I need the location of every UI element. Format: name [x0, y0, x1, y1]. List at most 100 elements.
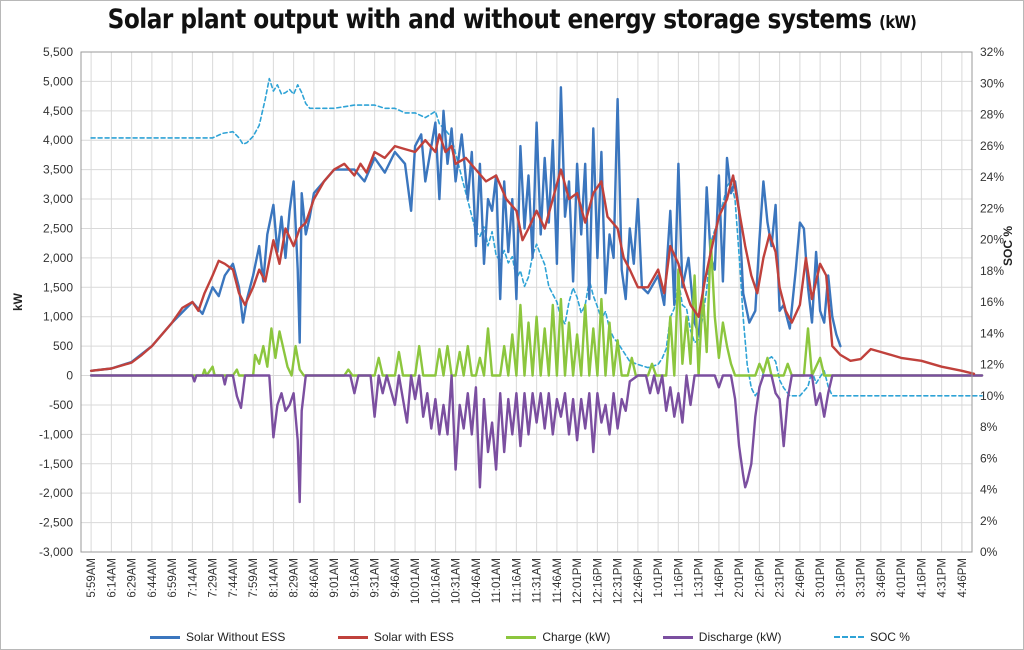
y-tick-label: -1,000	[39, 427, 73, 441]
x-tick-label: 7:59AM	[248, 558, 260, 598]
y-tick-label: 1,500	[43, 280, 73, 294]
legend-swatch	[337, 635, 368, 639]
y-tick-label: -2,500	[39, 516, 73, 530]
legend-label: Solar with ESS	[373, 630, 454, 644]
x-tick-label: 3:31PM	[856, 558, 868, 598]
x-tick-label: 11:46AM	[552, 558, 564, 603]
x-tick-label: 8:46AM	[309, 558, 321, 598]
series-line-discharge-kw	[89, 374, 984, 504]
x-tick-label: 3:01PM	[815, 558, 827, 598]
x-tick-label: 6:14AM	[106, 558, 118, 598]
x-tick-label: 11:01AM	[491, 558, 503, 603]
x-tick-label: 9:31AM	[370, 558, 382, 598]
y2-tick-label: 20%	[980, 233, 1004, 247]
y-tick-label: 5,500	[43, 45, 73, 59]
x-tick-label: 12:31PM	[613, 558, 625, 604]
x-tick-label: 6:59AM	[167, 558, 179, 598]
x-tick-label: 9:01AM	[329, 558, 341, 598]
y-tick-label: 4,000	[43, 133, 73, 147]
y-tick-label: -500	[49, 398, 73, 412]
y2-tick-label: 10%	[980, 389, 1004, 403]
y-tick-label: 2,000	[43, 251, 73, 265]
x-tick-label: 1:01PM	[653, 558, 665, 598]
legend-label: Discharge (kW)	[698, 630, 782, 644]
x-tick-label: 4:46PM	[957, 558, 969, 598]
series-line-solar-without-ess	[89, 86, 842, 372]
y2-tick-label: 8%	[980, 420, 998, 434]
y2-tick-label: 12%	[980, 358, 1004, 372]
grid-lines	[81, 51, 972, 553]
x-tick-label: 2:16PM	[754, 558, 766, 598]
y-tick-label: 2,500	[43, 221, 73, 235]
y2-tick-label: 28%	[980, 108, 1004, 122]
plot-area	[80, 51, 973, 553]
y2-tick-label: 32%	[980, 45, 1004, 59]
y-tick-label: 3,500	[43, 163, 73, 177]
y2-tick-label: 6%	[980, 451, 998, 465]
y2-tick-label: 4%	[980, 483, 998, 497]
y-tick-label: -1,500	[39, 457, 73, 471]
x-tick-label: 9:16AM	[349, 558, 361, 598]
x-axis: 5:59AM 6:14AM 6:29AM 6:44AM 6:59AM 7:14AM 7:29…	[86, 558, 969, 604]
y-axis-left: -3,000 -2,500 -2,000 -1,500 -1,000 -500 0 500 1,…	[39, 45, 73, 559]
x-tick-label: 7:14AM	[187, 558, 199, 598]
y-tick-label: 4,500	[43, 104, 73, 118]
y2-tick-label: 0%	[980, 545, 998, 559]
x-tick-label: 8:29AM	[289, 558, 301, 598]
x-tick-label: 1:16PM	[673, 558, 685, 598]
legend-label: Solar Without ESS	[186, 630, 286, 644]
x-tick-label: 2:01PM	[734, 558, 746, 598]
legend-label: Charge (kW)	[542, 630, 611, 644]
x-tick-label: 10:46AM	[471, 558, 483, 604]
legend-swatch	[506, 635, 537, 639]
x-tick-label: 1:31PM	[694, 558, 706, 598]
chart-title: Solar plant output with and without ener…	[107, 4, 917, 35]
x-tick-label: 10:31AM	[451, 558, 463, 604]
y2-tick-label: 24%	[980, 170, 1004, 184]
legend-item-solar-without-ess: Solar Without ESS	[150, 630, 285, 644]
chart-legend: Solar Without ESS Solar with ESS Charge (k…	[150, 628, 910, 646]
x-tick-label: 6:29AM	[127, 558, 139, 598]
y2-tick-label: 18%	[980, 264, 1004, 278]
x-tick-label: 4:01PM	[896, 558, 908, 598]
x-tick-label: 8:14AM	[268, 558, 280, 598]
series-line-charge-kw	[89, 239, 984, 377]
x-tick-label: 9:46AM	[390, 558, 402, 598]
series-line-solar-with-ess	[89, 133, 976, 375]
x-tick-label: 12:46PM	[633, 558, 645, 604]
series-lines	[89, 77, 984, 504]
y2-axis-label: SOC %	[1001, 226, 1015, 266]
y-axis-right: 0% 2% 4% 6% 8% 10% 12% 14% 16% 18% 20% 22% 24% 26% 28%…	[980, 45, 1004, 559]
y2-tick-label: 22%	[980, 201, 1004, 215]
x-tick-label: 2:31PM	[775, 558, 787, 598]
y2-tick-label: 30%	[980, 76, 1004, 90]
y-tick-label: 1,000	[43, 310, 73, 324]
legend-swatch	[150, 635, 180, 639]
y-axis-label: kW	[11, 292, 25, 311]
legend-swatch	[833, 636, 864, 638]
x-tick-label: 11:31AM	[532, 558, 544, 603]
x-tick-label: 3:46PM	[876, 558, 888, 598]
x-tick-label: 10:16AM	[430, 558, 442, 604]
y-tick-label: -3,000	[39, 545, 73, 559]
legend-item-discharge-kw: Discharge (kW)	[662, 630, 782, 644]
legend-item-solar-with-ess: Solar with ESS	[337, 630, 454, 644]
x-tick-label: 7:44AM	[228, 558, 240, 598]
legend-item-soc: SOC %	[833, 630, 910, 644]
y-tick-label: -2,000	[39, 486, 73, 500]
legend-label: SOC %	[869, 630, 910, 644]
x-tick-label: 10:01AM	[410, 558, 422, 604]
x-tick-label: 5:59AM	[86, 558, 98, 598]
y-tick-label: 3,000	[43, 192, 73, 206]
x-tick-label: 4:16PM	[916, 558, 928, 598]
chart-title-unit: (kW)	[879, 13, 917, 33]
x-tick-label: 3:16PM	[835, 558, 847, 598]
x-tick-label: 4:31PM	[937, 558, 949, 598]
y-tick-label: 0	[66, 369, 73, 383]
x-tick-label: 1:46PM	[714, 558, 726, 598]
x-tick-label: 12:01PM	[572, 558, 584, 604]
y-tick-label: 5,000	[43, 74, 73, 88]
y2-tick-label: 26%	[980, 139, 1004, 153]
y2-tick-label: 14%	[980, 326, 1004, 340]
